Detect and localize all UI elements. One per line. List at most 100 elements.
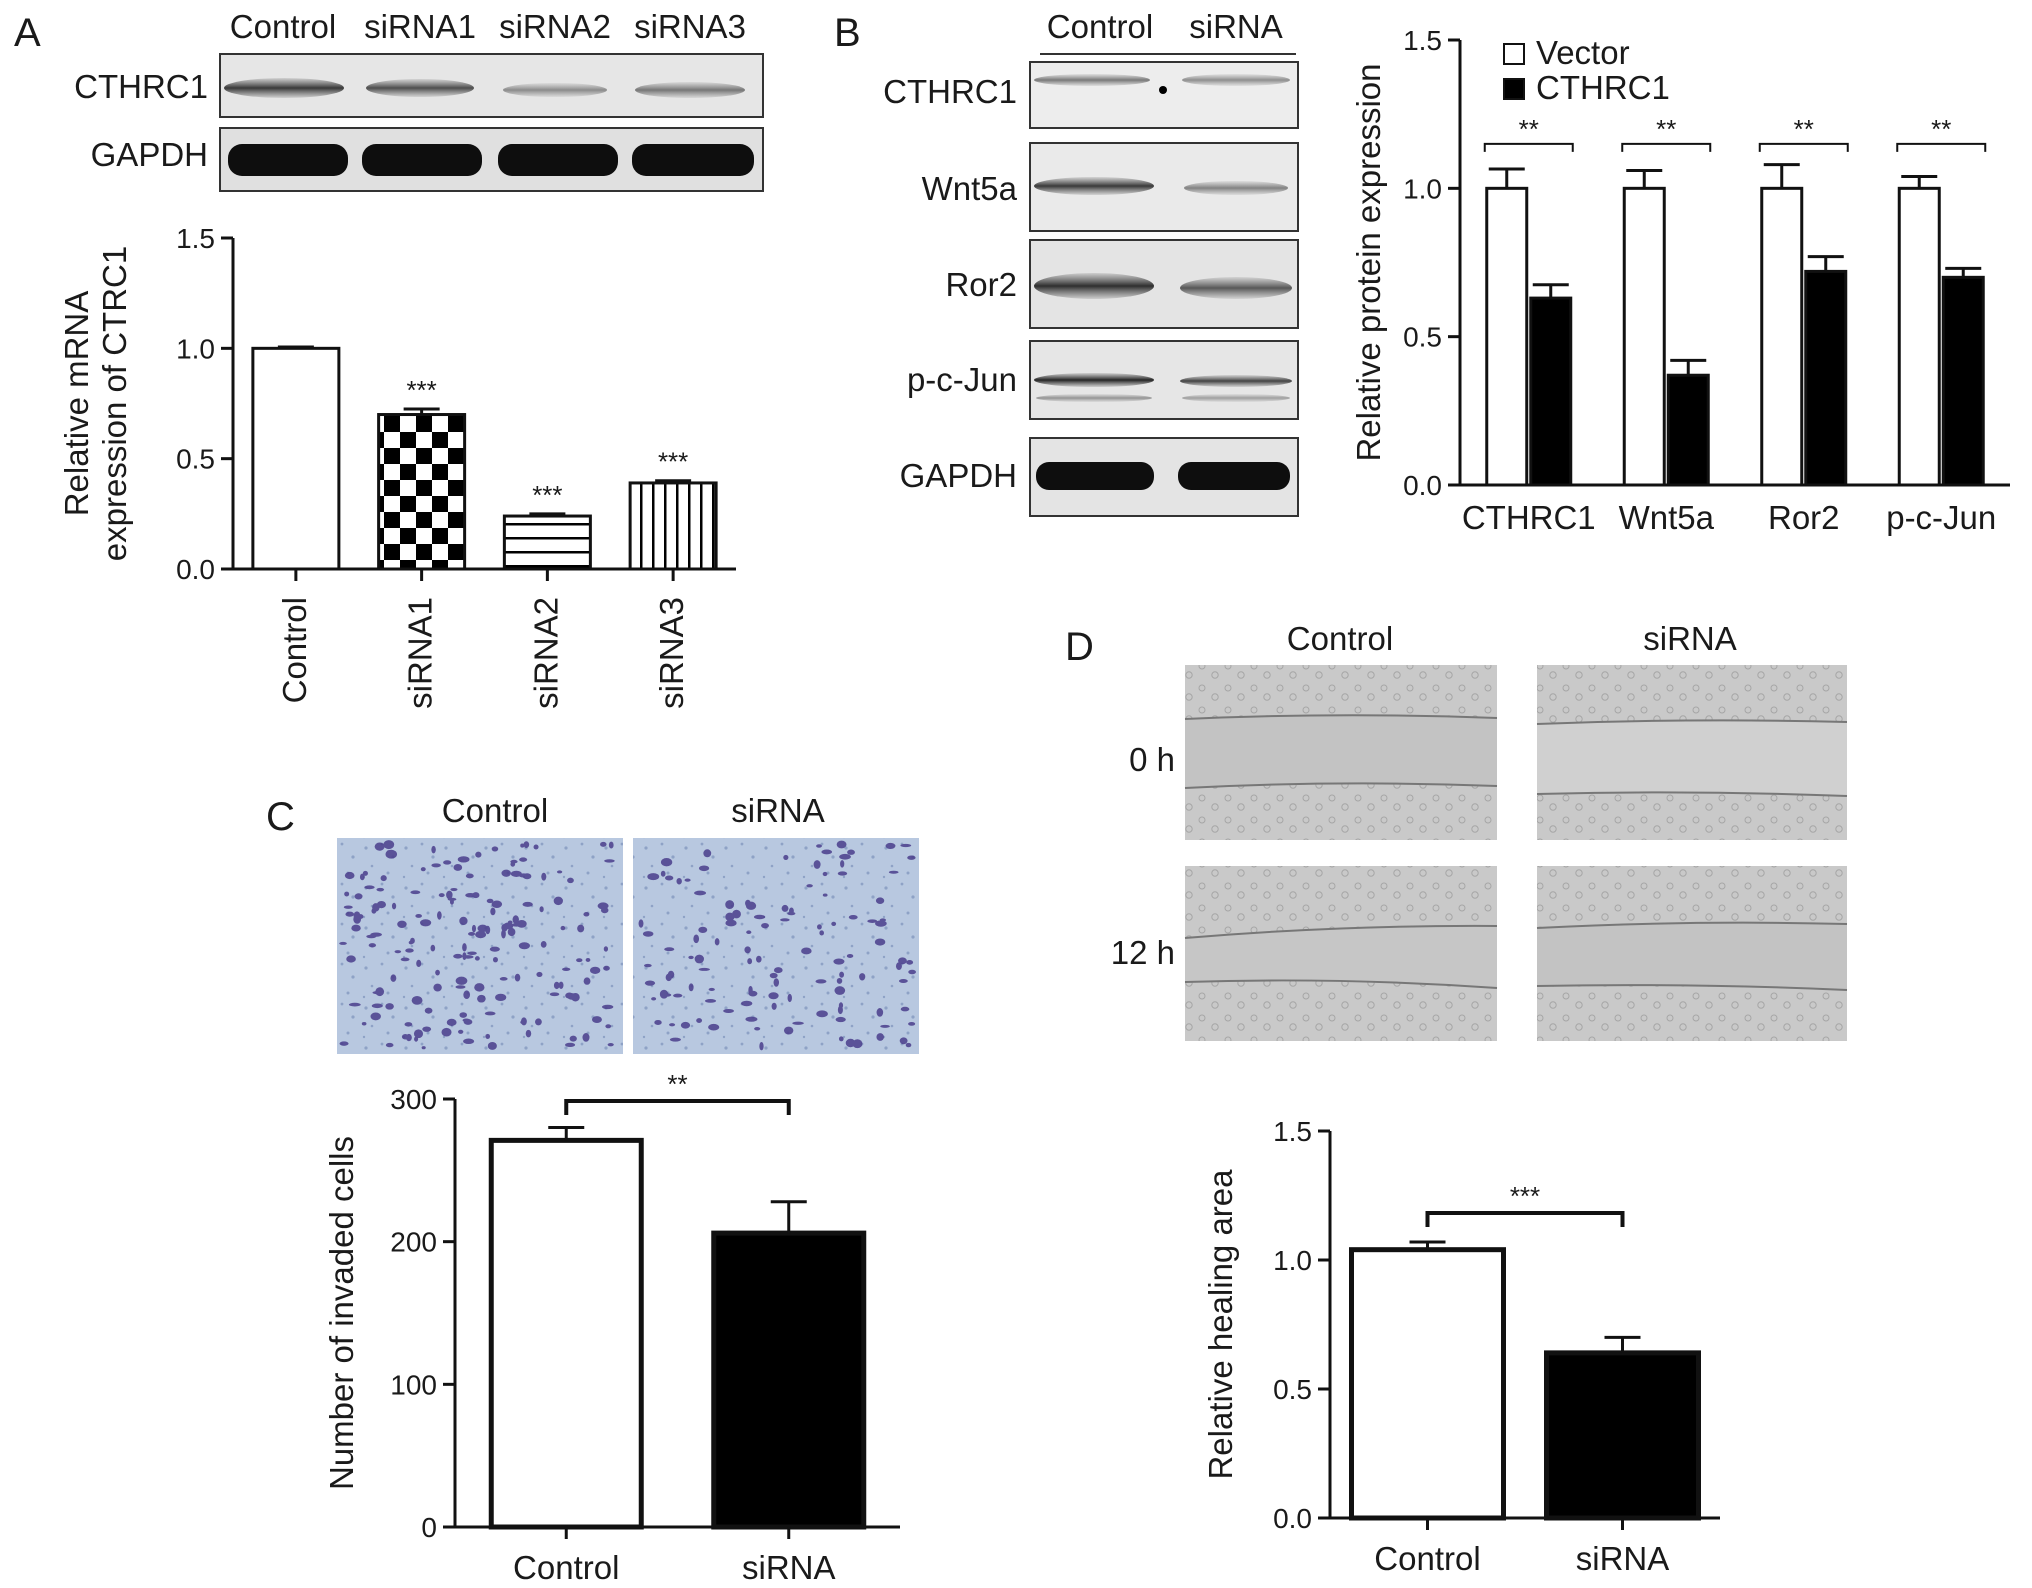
- bar: [488, 1137, 644, 1530]
- wound-column-label: Control: [1287, 620, 1393, 657]
- stained-cell: [405, 948, 414, 953]
- stained-cell: [397, 920, 407, 928]
- y-tick-label: 0.5: [176, 444, 215, 475]
- stained-cell: [895, 962, 902, 971]
- stained-cell: [520, 843, 525, 848]
- blot-b-lane-label: siRNA: [1189, 8, 1283, 45]
- blot-band: [1178, 462, 1290, 490]
- stained-cell: [514, 973, 521, 982]
- legend-swatch: [1503, 43, 1525, 65]
- stained-cell: [431, 863, 441, 868]
- stained-cell: [474, 983, 485, 992]
- significance-label: ***: [658, 447, 688, 477]
- stained-cell: [644, 980, 656, 986]
- stained-cell: [459, 916, 468, 926]
- bar: [1897, 186, 1941, 487]
- stained-cell: [885, 842, 896, 850]
- stained-cell: [465, 893, 476, 898]
- significance-label: ***: [1510, 1181, 1540, 1211]
- blot-a-lane-label: siRNA3: [634, 8, 746, 45]
- blot-b-lane-label: Control: [1047, 8, 1153, 45]
- stained-cell: [839, 853, 851, 860]
- stained-cell: [908, 969, 916, 975]
- bar: [1529, 296, 1573, 487]
- stained-cell: [339, 1041, 349, 1046]
- stained-cell: [783, 1026, 794, 1035]
- stained-cell: [491, 900, 503, 909]
- invasion-image-control: [337, 838, 623, 1054]
- stained-cell: [905, 1042, 912, 1048]
- stained-cell: [541, 872, 547, 881]
- stained-cell: [507, 920, 513, 925]
- stained-cell: [660, 870, 666, 877]
- stained-cell: [569, 1035, 577, 1042]
- stained-cell: [422, 1026, 432, 1032]
- stained-cell: [723, 1008, 734, 1014]
- stained-cell: [838, 1036, 844, 1042]
- stained-cell: [660, 858, 673, 867]
- chart-c: 0 100 200 300 Control siRNA ** Number of invade…: [323, 1069, 900, 1586]
- stained-cell: [694, 890, 707, 896]
- stained-cell: [443, 860, 452, 865]
- y-axis-label: Relative protein expression: [1350, 63, 1387, 461]
- stained-cell: [354, 893, 363, 900]
- stained-cell: [838, 1002, 844, 1009]
- stained-cell: [589, 966, 601, 974]
- stained-cell: [519, 857, 528, 862]
- legend-label: CTHRC1: [1536, 69, 1670, 106]
- stained-cell: [577, 924, 585, 933]
- chart-a: 0.0 0.5 1.0 1.5 Control *** siRNA1 *** siRNA2 ***…: [58, 223, 736, 709]
- stained-cell: [404, 1022, 413, 1027]
- stained-cell: [703, 849, 712, 858]
- stained-cell: [608, 841, 614, 849]
- stained-cell: [747, 958, 753, 965]
- stained-cell: [665, 973, 672, 982]
- bar: [1666, 373, 1710, 487]
- stained-cell: [831, 921, 837, 926]
- stained-cell: [898, 979, 908, 983]
- blot-band: [1180, 375, 1292, 387]
- blot-a-lane-label: siRNA1: [364, 8, 476, 45]
- stained-cell: [850, 1040, 856, 1046]
- stained-cell: [806, 884, 813, 888]
- stained-cell: [840, 860, 845, 868]
- stained-cell: [558, 981, 564, 989]
- stained-cell: [583, 977, 591, 985]
- stained-cell: [376, 900, 386, 909]
- x-tick-label: Wnt5a: [1619, 499, 1715, 536]
- stained-cell: [339, 941, 347, 945]
- x-tick-label: Control: [276, 597, 313, 703]
- stained-cell: [446, 890, 453, 900]
- stained-cell: [583, 912, 590, 917]
- blot-a-lane-label: siRNA2: [499, 8, 611, 45]
- panel-letter-d: D: [1065, 625, 1094, 669]
- stained-cell: [741, 1000, 753, 1007]
- stained-cell: [693, 934, 700, 944]
- legend-swatch: [1503, 78, 1525, 100]
- stained-cell: [525, 1029, 532, 1038]
- x-tick-label: siRNA: [1576, 1540, 1670, 1577]
- stained-cell: [553, 896, 563, 906]
- chart-d: 0.0 0.5 1.0 1.5 Control siRNA *** Relative heal…: [1202, 1116, 1720, 1577]
- stained-cell: [512, 915, 519, 924]
- wound-column-label: siRNA: [1643, 620, 1737, 657]
- stained-cell: [386, 850, 392, 854]
- stained-cell: [907, 855, 916, 860]
- blot-spot: [1159, 86, 1167, 94]
- stained-cell: [698, 967, 710, 971]
- stained-cell: [874, 938, 886, 946]
- stained-cell: [638, 919, 644, 928]
- x-tick-label: Ror2: [1768, 499, 1840, 536]
- wound-image-sirna-0h: [1536, 665, 1848, 840]
- panel-letter-c: C: [266, 795, 295, 839]
- stained-cell: [446, 1018, 457, 1026]
- stained-cell: [906, 960, 914, 965]
- stained-cell: [433, 983, 442, 992]
- y-tick-label: 100: [390, 1369, 437, 1400]
- stained-cell: [819, 930, 824, 936]
- stained-cell: [462, 1018, 471, 1022]
- stained-cell: [846, 954, 854, 958]
- stained-cell: [746, 930, 752, 934]
- stained-cell: [462, 952, 467, 960]
- stained-cell: [875, 897, 885, 904]
